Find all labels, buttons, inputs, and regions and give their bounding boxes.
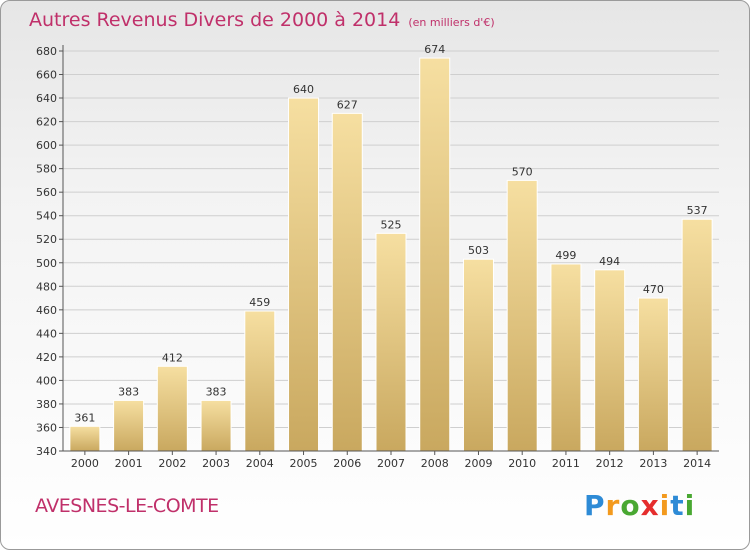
- bar-2007: [375, 232, 407, 452]
- x-tick-label: 2008: [421, 457, 449, 470]
- y-tick-label: 520: [36, 233, 57, 246]
- bar-2013: [637, 297, 669, 452]
- bar-2014: [681, 218, 713, 452]
- x-tick-label: 2007: [377, 457, 405, 470]
- value-label: 503: [468, 244, 489, 257]
- bar-2008: [419, 57, 451, 452]
- y-tick-label: 660: [36, 69, 57, 82]
- x-tick-label: 2009: [464, 457, 492, 470]
- y-tick-label: 420: [36, 351, 57, 364]
- x-tick-label: 2012: [596, 457, 624, 470]
- bar-2002: [156, 365, 188, 452]
- x-tick-label: 2005: [290, 457, 318, 470]
- y-tick-label: 540: [36, 210, 57, 223]
- value-label: 494: [599, 255, 620, 268]
- value-label: 674: [424, 43, 445, 56]
- y-tick-label: 340: [36, 445, 57, 458]
- logo-letter: r: [605, 489, 621, 522]
- x-tick-label: 2001: [115, 457, 143, 470]
- x-tick-label: 2000: [71, 457, 99, 470]
- value-label: 383: [206, 385, 227, 398]
- y-tick-label: 440: [36, 327, 57, 340]
- bar-2006: [331, 112, 363, 452]
- x-tick-label: 2006: [333, 457, 361, 470]
- y-tick-label: 500: [36, 257, 57, 270]
- bar-2001: [113, 399, 145, 452]
- x-tick-label: 2002: [158, 457, 186, 470]
- logo-letter: x: [640, 489, 660, 522]
- value-label: 361: [74, 411, 95, 424]
- value-label: 537: [687, 204, 708, 217]
- x-tick-label: 2014: [683, 457, 711, 470]
- bar-2011: [550, 263, 582, 452]
- value-label: 470: [643, 283, 664, 296]
- y-tick-label: 620: [36, 116, 57, 129]
- bar-2005: [288, 97, 320, 452]
- logo-letter: i: [684, 489, 696, 522]
- x-tick-label: 2004: [246, 457, 274, 470]
- x-tick-label: 2010: [508, 457, 536, 470]
- x-tick-label: 2011: [552, 457, 580, 470]
- y-tick-label: 680: [36, 45, 57, 58]
- value-label: 627: [337, 98, 358, 111]
- unit-note: (en milliers d'€): [408, 16, 495, 29]
- y-tick-label: 380: [36, 398, 57, 411]
- logo-letter: P: [584, 489, 606, 522]
- value-label: 459: [249, 296, 270, 309]
- value-label: 525: [381, 218, 402, 231]
- value-label: 383: [118, 385, 139, 398]
- y-tick-label: 460: [36, 304, 57, 317]
- y-tick-label: 580: [36, 163, 57, 176]
- logo-letter: o: [620, 489, 641, 522]
- value-label: 499: [555, 249, 576, 262]
- x-tick-label: 2003: [202, 457, 230, 470]
- y-tick-label: 600: [36, 139, 57, 152]
- bar-2003: [200, 399, 232, 452]
- axes: 340 360 380 400 420 440 460 480 500 520 540 560 580 6…: [36, 45, 719, 470]
- bar-2004: [244, 310, 276, 452]
- y-tick-label: 640: [36, 92, 57, 105]
- value-label: 640: [293, 83, 314, 96]
- logo-letter: t: [670, 489, 685, 522]
- y-tick-label: 400: [36, 374, 57, 387]
- bar-2000: [69, 425, 101, 452]
- bars: 361 383 412 383 459 640 627 525 674 503 570 499 494 4…: [69, 43, 713, 452]
- y-tick-label: 360: [36, 421, 57, 434]
- chart-title: Autres Revenus Divers de 2000 à 2014 (en …: [29, 9, 495, 31]
- place-name: AVESNES-LE-COMTE: [35, 495, 219, 517]
- title-text: Autres Revenus Divers de 2000 à 2014: [29, 9, 401, 31]
- logo-letter: i: [659, 489, 671, 522]
- value-label: 412: [162, 351, 183, 364]
- proxiti-logo: Proxiti: [584, 489, 695, 522]
- y-tick-label: 560: [36, 186, 57, 199]
- bar-2010: [506, 179, 538, 452]
- y-tick-label: 480: [36, 280, 57, 293]
- value-label: 570: [512, 165, 533, 178]
- bar-2012: [594, 269, 626, 452]
- bar-2009: [462, 258, 494, 452]
- x-tick-label: 2013: [639, 457, 667, 470]
